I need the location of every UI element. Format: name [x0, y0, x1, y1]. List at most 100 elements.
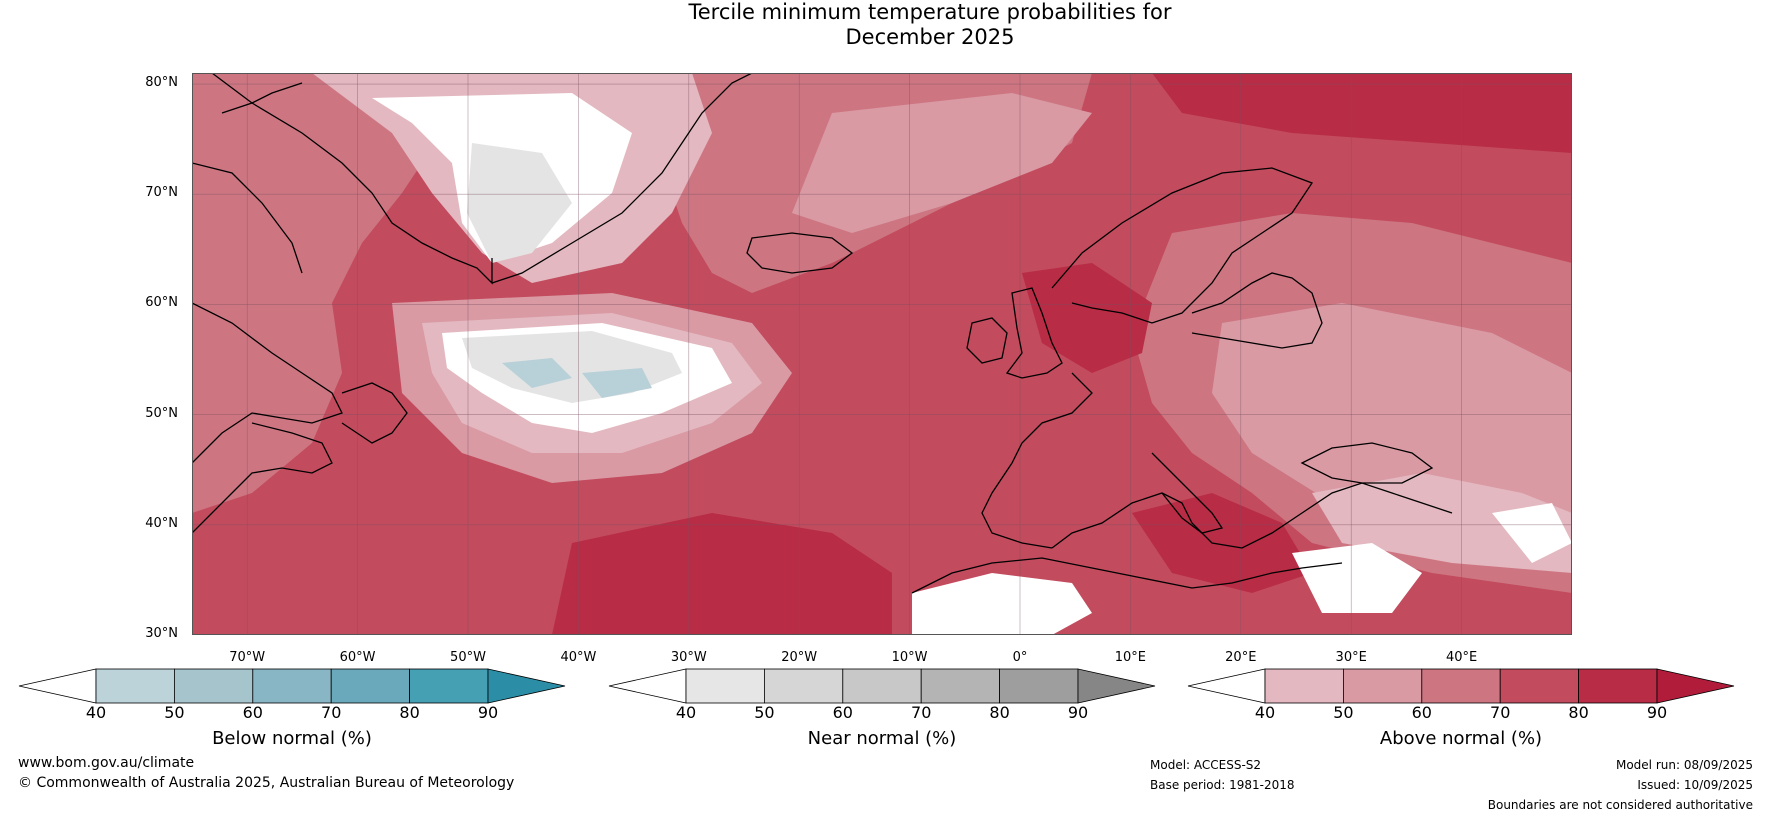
- coast-newfoundland: [341, 382, 408, 444]
- colorbar-segment: [1421, 668, 1501, 704]
- colorbar-title: Above normal (%): [1379, 728, 1543, 749]
- model-run-text: Model run: 08/09/2025: [1615, 758, 1753, 772]
- copyright-text: © Commonwealth of Australia 2025, Austra…: [18, 775, 515, 791]
- region-above-90-northeast: [1152, 73, 1572, 153]
- colorbar-tick-label: 50: [1333, 703, 1354, 722]
- colorbar-segment: [252, 668, 332, 704]
- colorbar-tick-label: 60: [1411, 703, 1432, 722]
- colorbar-segment: [1342, 668, 1423, 704]
- colorbar-tick-label: 90: [1067, 703, 1089, 722]
- coast-canada: [192, 302, 343, 464]
- region-white-middle-east: [1292, 503, 1572, 613]
- longitude-label: 40°E: [1445, 650, 1478, 665]
- colorbar-extend-low: [1187, 668, 1266, 704]
- disclaimer-text: Boundaries are not considered authoritat…: [1487, 798, 1753, 812]
- colorbar-tick-label: 40: [85, 703, 107, 722]
- colorbar-tick-label: 80: [399, 703, 420, 722]
- region-near-normal-greenland: [467, 143, 572, 263]
- coast-italy: [1151, 452, 1224, 534]
- map-frame: [192, 73, 1572, 635]
- longitude-label: 10°E: [1114, 650, 1147, 665]
- colorbar-tick-label: 40: [1254, 703, 1276, 722]
- longitude-label: 30°W: [670, 650, 707, 665]
- region-above-90-scandinavia: [1022, 263, 1152, 373]
- colorbar-segment: [95, 668, 175, 704]
- map-title: Tercile minimum temperature probabilitie…: [0, 0, 1770, 50]
- colorbar-segment: [685, 668, 765, 704]
- region-above-90-south: [552, 513, 892, 635]
- colorbar-segment: [999, 668, 1079, 704]
- colorbar-tick-label: 60: [832, 703, 853, 722]
- colorbar-title: Below normal (%): [212, 728, 372, 749]
- graticule: [192, 73, 1572, 635]
- coast-greenland-east: [491, 73, 753, 284]
- colorbar-segment: [330, 668, 411, 704]
- colorbar-extend-high: [487, 668, 566, 704]
- latitude-label: 40°N: [145, 515, 178, 531]
- coast-baltic: [1191, 272, 1323, 349]
- colorbar-segment: [1578, 668, 1658, 704]
- colorbar-tick-label: 70: [911, 703, 932, 722]
- coast-iceland: [746, 232, 854, 274]
- region-below-normal-atlantic: [502, 358, 652, 398]
- coast-greenland-west: [211, 73, 493, 285]
- coast-ireland: [966, 317, 1008, 364]
- model-text: Model: ACCESS-S2: [1150, 758, 1262, 772]
- longitude-label: 20°W: [781, 650, 818, 665]
- issued-text: Issued: 10/09/2025: [1637, 778, 1753, 792]
- coastlines: [192, 73, 1453, 594]
- coast-nova-scotia: [192, 422, 333, 534]
- longitude-label: 30°E: [1335, 650, 1367, 665]
- longitude-label: 60°W: [339, 650, 376, 665]
- latitude-label: 50°N: [145, 405, 178, 421]
- colorbar-tick-label: 40: [675, 703, 697, 722]
- colorbar-segment: [173, 668, 254, 704]
- coast-black-sea: [1300, 442, 1434, 484]
- longitude-label: 70°W: [229, 650, 266, 665]
- colorbar-tick-label: 70: [321, 703, 342, 722]
- colorbar-extend-low: [608, 668, 687, 704]
- coast-mediterranean: [1051, 482, 1453, 549]
- colorbar-segment: [763, 668, 844, 704]
- colorbar-segment: [409, 668, 489, 704]
- colorbar-segment: [1264, 668, 1344, 704]
- coast-scandinavia: [1051, 167, 1313, 324]
- latitude-label: 60°N: [145, 295, 178, 311]
- colorbar-segment: [842, 668, 922, 704]
- latitude-label: 70°N: [145, 185, 178, 201]
- colorbar-tick-label: 80: [1568, 703, 1589, 722]
- colorbar-tick-label: 90: [477, 703, 499, 722]
- colorbar-title: Near normal (%): [807, 728, 957, 749]
- latitude-label: 30°N: [145, 626, 178, 641]
- region-above-60-mid: [792, 93, 1092, 233]
- region-above-60-east: [1212, 303, 1572, 543]
- website-text: www.bom.gov.au/climate: [18, 755, 195, 771]
- region-white-north-africa: [912, 573, 1092, 635]
- colorbar-segment: [920, 668, 1001, 704]
- colorbar-tick-label: 50: [754, 703, 775, 722]
- longitude-label: 40°W: [560, 650, 597, 665]
- base-period-text: Base period: 1981-2018: [1150, 778, 1295, 792]
- coast-europe-west: [981, 372, 1093, 549]
- colorbar-tick-label: 50: [164, 703, 185, 722]
- colorbar: [1187, 668, 1735, 704]
- title-line-2: December 2025: [845, 25, 1015, 49]
- colorbar-extend-high: [1077, 668, 1156, 704]
- region-above-90-mediterranean: [1132, 493, 1312, 593]
- title-line-1: Tercile minimum temperature probabilitie…: [688, 0, 1172, 24]
- colorbar-tick-label: 70: [1490, 703, 1511, 722]
- longitude-label: 0°: [1012, 650, 1028, 665]
- region-above-70-west: [192, 73, 442, 513]
- colorbar-segment: [1499, 668, 1580, 704]
- coast-britain: [1005, 287, 1063, 379]
- latitude-label: 80°N: [145, 75, 178, 91]
- colorbar-extend-high: [1656, 668, 1735, 704]
- coast-greenland-north: [192, 82, 303, 274]
- colorbar-tick-label: 90: [1646, 703, 1668, 722]
- colorbar-tick-label: 80: [989, 703, 1010, 722]
- longitude-label: 50°W: [450, 650, 486, 665]
- colorbar: [608, 668, 1156, 704]
- colorbar: [18, 668, 566, 704]
- probability-map: [192, 73, 1572, 635]
- longitude-label: 10°W: [891, 650, 928, 665]
